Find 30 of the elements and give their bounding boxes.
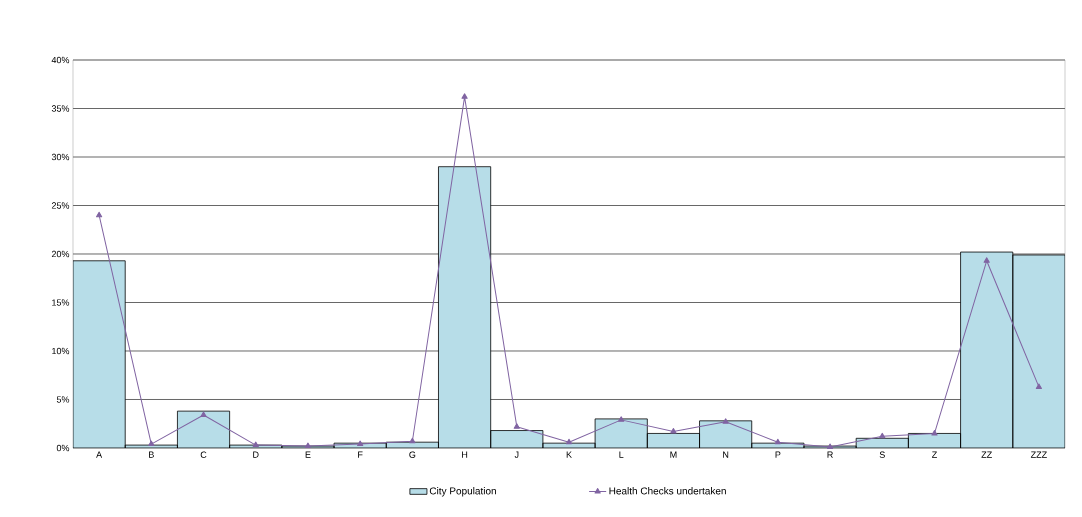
x-tick-label: L xyxy=(619,451,624,458)
x-tick-label: E xyxy=(305,451,311,458)
x-tick-label: F xyxy=(358,451,363,458)
x-tick-label: M xyxy=(670,451,677,458)
y-tick-label: 5% xyxy=(56,396,70,403)
x-tick-label: S xyxy=(879,451,885,458)
x-tick-label: D xyxy=(253,451,259,458)
y-tick-label: 25% xyxy=(51,202,70,209)
x-tick-label: ZZ xyxy=(981,451,992,458)
legend-label: City Population xyxy=(429,487,496,497)
x-tick-label: G xyxy=(409,451,416,458)
x-tick-label: ZZZ xyxy=(1030,451,1047,458)
y-tick-label: 10% xyxy=(52,347,70,355)
x-tick-label: R xyxy=(827,451,833,458)
y-tick-label: 15% xyxy=(52,299,70,306)
x-tick-label: Z xyxy=(932,451,937,458)
x-tick-label: P xyxy=(775,451,781,458)
x-tick-label: A xyxy=(96,451,103,458)
x-tick-label: K xyxy=(566,451,572,458)
y-tick-label: 40% xyxy=(51,56,70,64)
y-tick-label: 20% xyxy=(51,250,70,258)
x-tick-label: J xyxy=(514,451,519,458)
x-tick-label: H xyxy=(462,451,468,458)
y-tick-label: 30% xyxy=(51,153,70,161)
x-tick-label: N xyxy=(723,451,729,458)
legend-label: Health Checks undertaken xyxy=(609,487,726,495)
y-tick-label: 0% xyxy=(56,444,70,452)
y-tick-label: 35% xyxy=(51,105,70,112)
x-tick-label: C xyxy=(200,451,207,458)
x-tick-label: B xyxy=(149,451,154,458)
